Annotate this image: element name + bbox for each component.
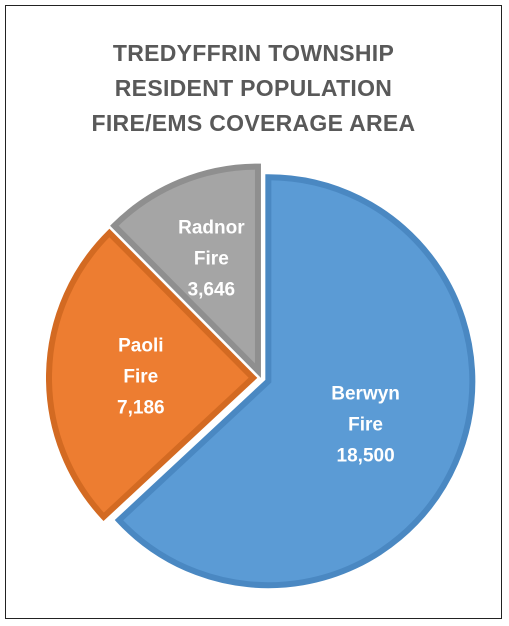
slice-name-line: Radnor xyxy=(178,217,245,238)
chart-title-line-3: FIRE/EMS COVERAGE AREA xyxy=(91,110,416,136)
slice-name-line: Berwyn xyxy=(331,384,400,405)
chart-title: TREDYFFRIN TOWNSHIP RESIDENT POPULATION … xyxy=(6,36,501,141)
slice-name-line: Fire xyxy=(123,367,158,388)
slice-name-line: Fire xyxy=(348,415,383,436)
data-label-radnor-fire: Radnor Fire 3,646 xyxy=(178,217,245,300)
chart-title-line-1: TREDYFFRIN TOWNSHIP xyxy=(112,40,395,66)
pie-slice-radnor-fire xyxy=(110,163,261,378)
slice-name-line: Fire xyxy=(194,248,229,269)
data-label-paoli-fire: Paoli Fire 7,186 xyxy=(117,336,165,419)
data-label-berwyn-fire: Berwyn Fire 18,500 xyxy=(331,384,400,467)
slice-value: 18,500 xyxy=(337,446,395,467)
slice-name-line: Paoli xyxy=(118,336,163,357)
pie-slice-berwyn-fire xyxy=(114,174,476,589)
pie-slice-paoli-fire xyxy=(46,228,258,522)
chart-title-line-2: RESIDENT POPULATION xyxy=(114,75,393,101)
slice-value: 3,646 xyxy=(188,279,236,300)
slice-value: 7,186 xyxy=(117,398,165,419)
